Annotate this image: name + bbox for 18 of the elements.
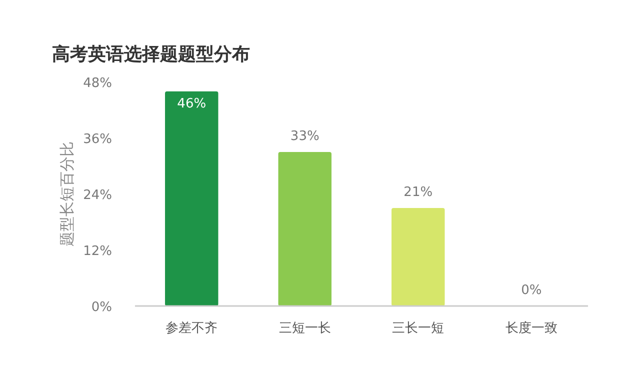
x-tick-label: 三长一短 [392,321,444,336]
y-tick-label: 24% [83,188,112,203]
bar [392,208,445,306]
x-tick-label: 长度一致 [505,320,558,336]
data-label: 33% [290,129,320,144]
y-tick-label: 12% [83,244,112,259]
x-tick-label: 三短一长 [278,321,331,336]
chart-title: 高考英语选择题题型分布 [52,44,250,65]
bar [165,91,218,306]
data-label: 46% [177,96,206,112]
y-axis-title: 题型长短百分比 [58,142,76,246]
data-label: 21% [404,185,433,200]
y-tick-label: 48% [83,76,112,91]
y-tick-label: 36% [83,132,112,147]
bar [278,152,332,306]
data-label: 0% [521,283,542,298]
x-tick-label: 参差不齐 [166,321,218,336]
y-tick-label: 0% [91,300,112,315]
